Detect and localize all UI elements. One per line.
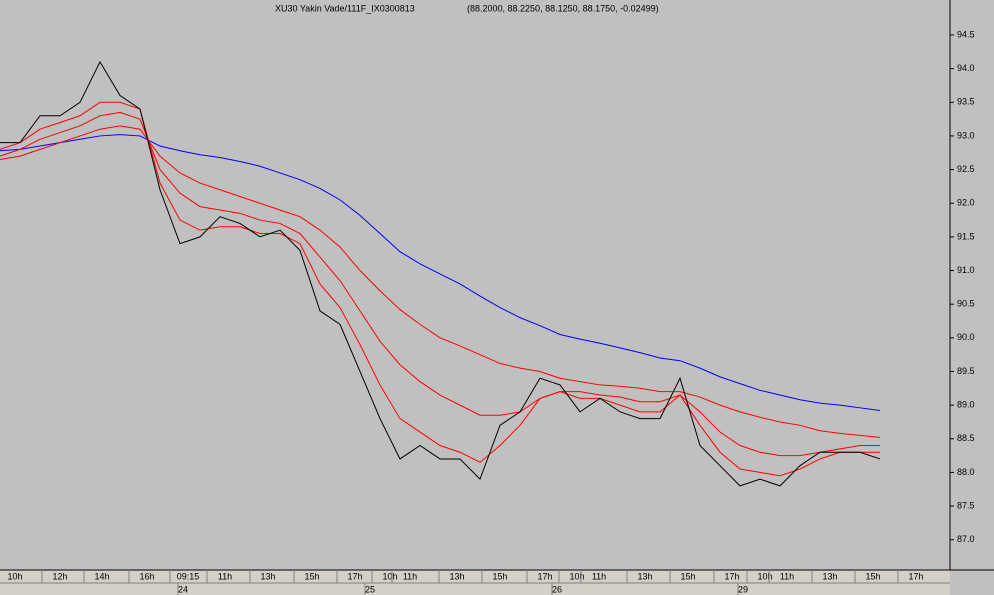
y-tick-label: 89.0: [957, 399, 975, 409]
x-tick-label: 11h: [218, 571, 232, 581]
x-tick-label: 17h: [537, 571, 552, 581]
series-line: [0, 101, 880, 477]
y-tick-label: 88.5: [957, 433, 975, 443]
x-tick-label: 12h: [52, 571, 67, 581]
y-tick-label: 90.5: [957, 299, 975, 309]
date-tick-label: 25: [365, 584, 375, 594]
x-tick-label: 11h: [780, 571, 794, 581]
x-tick-label: 17h: [347, 571, 362, 581]
y-tick-label: 87.0: [957, 534, 975, 544]
y-tick-label: 87.5: [957, 500, 975, 510]
x-tick-label: 14h: [94, 571, 109, 581]
y-tick-label: 90.0: [957, 332, 975, 342]
y-tick-label: 92.0: [957, 198, 975, 208]
x-tick-label: 15h: [492, 571, 507, 581]
y-tick-label: 91.0: [957, 265, 975, 275]
series-line: [0, 134, 881, 412]
y-tick-label: 94.5: [957, 29, 975, 39]
date-tick-label: 29: [738, 584, 748, 594]
date-tick-label: 24: [178, 584, 188, 594]
chart-title: XU30 Yakin Vade/111F_IX0300813: [275, 3, 415, 13]
y-tick-label: 91.5: [957, 231, 975, 241]
chart-subtitle: (88.2000, 88.2250, 88.1250, 88.1750, -0.…: [467, 3, 659, 13]
x-tick-label: 17h: [908, 571, 923, 581]
x-tick-label: 11h: [403, 571, 417, 581]
x-tick-label: 11h: [592, 571, 606, 581]
x-tick-label: 15h: [304, 571, 319, 581]
x-tick-label: 10h: [757, 571, 772, 581]
series-line: [0, 60, 881, 487]
x-tick-label: 10h: [569, 571, 584, 581]
x-tick-label: 13h: [260, 571, 275, 581]
x-tick-label: 13h: [449, 571, 464, 581]
y-tick-label: 92.5: [957, 164, 975, 174]
x-tick-label: 10h: [7, 571, 22, 581]
y-tick-label: 89.5: [957, 366, 975, 376]
x-tick-label: 13h: [637, 571, 652, 581]
x-tick-label: 16h: [139, 571, 154, 581]
x-tick-label: 17h: [724, 571, 739, 581]
series-line: [0, 125, 881, 438]
x-tick-label: 15h: [865, 571, 880, 581]
x-tick-label: 13h: [822, 571, 837, 581]
x-tick-label: 09:15: [177, 571, 200, 581]
date-tick-label: 26: [552, 584, 562, 594]
x-tick-label: 15h: [680, 571, 695, 581]
x-tick-label: 10h: [382, 571, 397, 581]
y-tick-label: 88.0: [957, 467, 975, 477]
y-tick-label: 93.5: [957, 97, 975, 107]
y-tick-label: 94.0: [957, 63, 975, 73]
y-tick-label: 93.0: [957, 130, 975, 140]
